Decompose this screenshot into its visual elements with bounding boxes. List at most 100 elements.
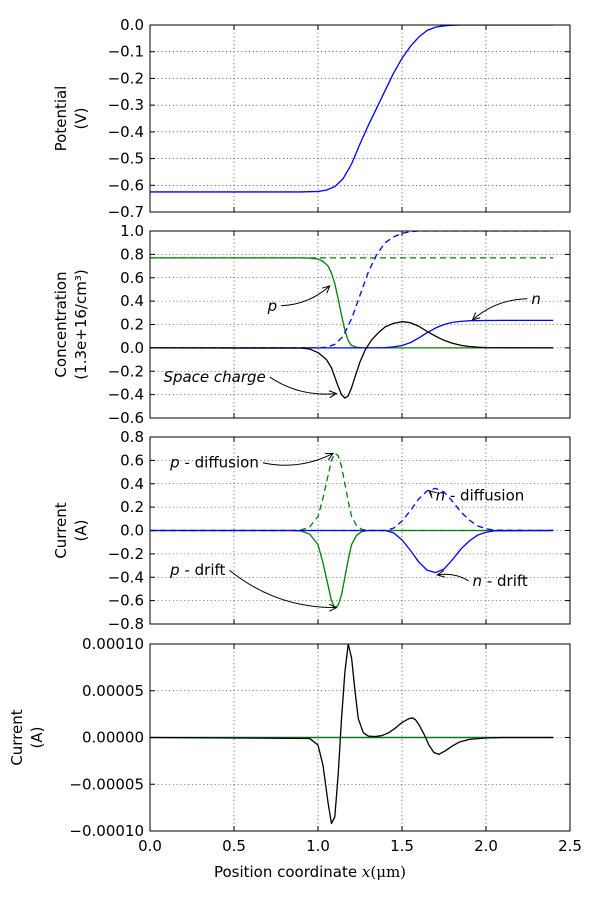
annotation-arrow	[437, 573, 469, 582]
annotation-italic: p	[169, 561, 180, 579]
series-line	[150, 319, 554, 349]
y-tick-label: 0.0	[120, 16, 144, 34]
y-tick-label: 0.6	[120, 451, 144, 469]
y-tick-label: 0.0	[120, 522, 144, 540]
x-tick-label: 1.0	[306, 837, 330, 855]
y-tick-label: −0.6	[108, 592, 144, 610]
y-tick-label: −0.2	[108, 69, 144, 87]
panels: 0.0 −0.1 −0.2 −0.3 −0.4 −0.5 −0.6 −0.7 Potential…	[8, 16, 582, 881]
annotation-arrow	[229, 569, 337, 609]
annotation-italic: p	[267, 297, 278, 315]
x-axis-label-math: x	[362, 863, 371, 881]
annotation-suffix: - drift	[180, 561, 226, 579]
annotation-arrowhead	[436, 569, 446, 578]
y-tick-label: −0.00010	[69, 822, 144, 840]
y-tick-label: −0.00005	[69, 775, 144, 793]
annotation-arrow	[269, 376, 337, 395]
annotation-arrowhead	[471, 312, 481, 321]
y-axis-label: Potential	[52, 86, 70, 152]
y-tick-label: 0.00000	[82, 729, 144, 747]
y-axis-label: (V)	[72, 108, 90, 130]
annotation-italic: n	[531, 290, 541, 308]
annotation-suffix: - diffusion	[445, 486, 524, 504]
y-tick-label: −0.6	[108, 176, 144, 194]
y-tick-label: 0.00010	[82, 635, 144, 653]
y-tick-label: 0.0	[120, 339, 144, 357]
axes-frame	[149, 436, 571, 625]
y-tick-label: −0.1	[108, 43, 144, 61]
y-axis-label: (A)	[28, 727, 46, 749]
y-tick-label: −0.8	[108, 615, 144, 633]
x-tick-label: 1.5	[390, 837, 414, 855]
x-axis-label-units: (μm)	[370, 863, 406, 881]
axes-frame	[149, 24, 571, 213]
annotation-arrow	[472, 298, 528, 321]
annotation-label: n - drift	[473, 572, 528, 590]
annotation-label: n - diffusion	[436, 486, 525, 504]
annotation-label: p	[267, 297, 278, 315]
series-line	[150, 529, 554, 609]
series-group	[150, 452, 554, 609]
y-tick-label: −0.6	[108, 409, 144, 427]
panel-total-current: 0.00010 0.00005 0.00000 −0.00005 −0.00010 Cur…	[8, 635, 582, 881]
y-tick-label: 0.8	[120, 245, 144, 263]
series-line	[150, 257, 554, 349]
annotation-label: p - diffusion	[169, 454, 259, 472]
y-tick-label: −0.5	[108, 150, 144, 168]
series-line	[150, 231, 554, 349]
y-axis-label: (1.3e+16/cm³)	[72, 269, 90, 379]
y-tick-label: −0.4	[108, 123, 144, 141]
x-tick-label: 0.5	[222, 837, 246, 855]
x-tick-label: 2.0	[474, 837, 498, 855]
y-tick-label: 1.0	[120, 222, 144, 240]
series-line	[150, 25, 554, 193]
y-tick-label: 0.8	[120, 428, 144, 446]
annotation-arrowhead	[329, 603, 338, 612]
y-tick-label: −0.2	[108, 545, 144, 563]
y-tick-label: 0.00005	[82, 682, 144, 700]
y-tick-label: −0.7	[108, 203, 144, 221]
y-tick-label: 0.4	[120, 475, 144, 493]
annotation-italic: n	[473, 572, 483, 590]
axes-frame	[149, 643, 571, 832]
annotation-label: Space charge	[163, 368, 265, 386]
series-group	[150, 231, 554, 399]
y-tick-label: 0.2	[120, 498, 144, 516]
annotation-suffix: - diffusion	[180, 454, 259, 472]
y-axis-label: Current	[8, 709, 26, 765]
annotation-italic: Space charge	[163, 368, 265, 386]
x-tick-label: 0.0	[138, 837, 162, 855]
annotation-arrowhead	[325, 452, 335, 461]
annotation-arrow	[281, 285, 331, 307]
y-tick-label: 0.2	[120, 316, 144, 334]
series-group	[150, 25, 554, 193]
series-line	[150, 452, 554, 532]
series-line	[150, 529, 554, 574]
panel-current-components: 0.8 0.6 0.4 0.2 0.0 −0.2 −0.4 −0.6 −0.8 Current (A…	[52, 428, 571, 633]
y-axis-label: Current	[52, 502, 70, 558]
y-tick-label: −0.4	[108, 568, 144, 586]
annotation-arrowhead	[427, 490, 437, 499]
y-tick-label: −0.4	[108, 386, 144, 404]
series-line	[150, 644, 554, 825]
annotation-arrow	[262, 452, 334, 466]
y-tick-label: 0.4	[120, 292, 144, 310]
x-axis-label-text: Position coordinate	[214, 863, 362, 881]
annotation-italic: n	[436, 486, 446, 504]
x-tick-label: 2.5	[558, 837, 582, 855]
series-line	[150, 320, 554, 399]
panel-potential: 0.0 −0.1 −0.2 −0.3 −0.4 −0.5 −0.6 −0.7 Potential…	[52, 16, 571, 221]
panel-concentration: 1.0 0.8 0.6 0.4 0.2 0.0 −0.2 −0.4 −0.6 Concentrat…	[52, 222, 571, 427]
y-axis-label: Concentration	[52, 271, 70, 377]
annotation-arrowhead	[321, 285, 331, 294]
y-axis-label: (A)	[72, 520, 90, 542]
annotation-italic: p	[169, 454, 180, 472]
annotation-suffix: - drift	[482, 572, 528, 590]
annotation-arrowhead	[328, 390, 338, 399]
y-tick-label: −0.3	[108, 96, 144, 114]
axes-frame	[149, 230, 571, 419]
annotation-label: n	[531, 290, 541, 308]
x-axis-label: Position coordinate x(μm)	[214, 863, 406, 881]
annotation-label: p - drift	[169, 561, 225, 579]
series-group	[150, 644, 554, 825]
